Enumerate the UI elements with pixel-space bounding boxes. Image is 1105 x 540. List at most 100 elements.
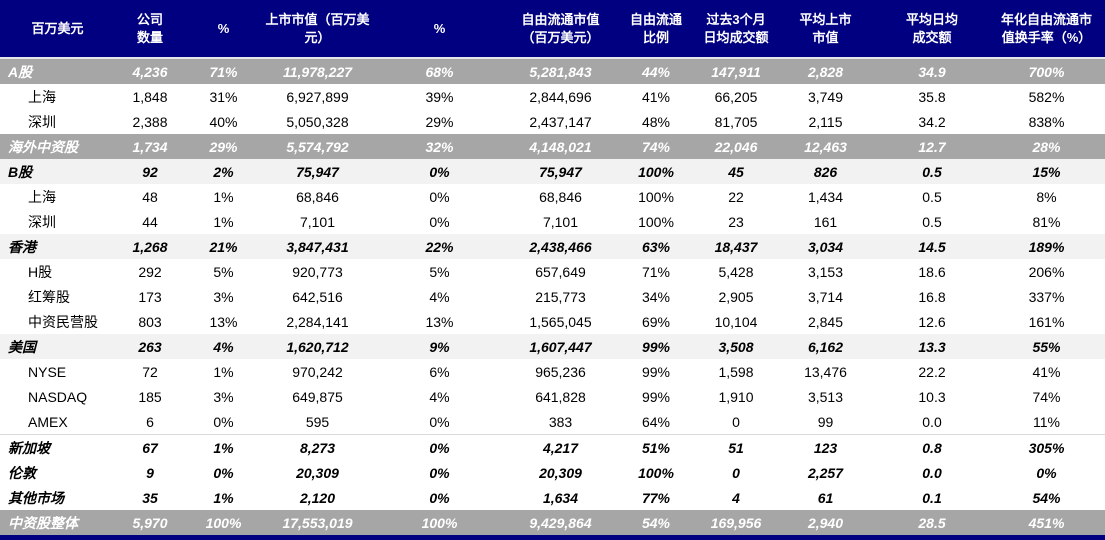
table-cell: 920,773 xyxy=(262,259,373,284)
table-cell: 68% xyxy=(373,58,506,84)
table-cell: 32% xyxy=(373,134,506,159)
table-cell: 74% xyxy=(988,384,1105,409)
table-cell: 0% xyxy=(373,460,506,485)
table-row: 其他市场 35 1% 2,120 0% 1,634 77% 4 61 0.1 54% xyxy=(0,485,1105,510)
row-label: 海外中资股 xyxy=(0,134,115,159)
table-cell: 44% xyxy=(615,58,697,84)
table-cell: 4,148,021 xyxy=(506,134,615,159)
table-row: AMEX 6 0% 595 0% 383 64% 0 99 0.0 11% xyxy=(0,409,1105,435)
table-cell: 3% xyxy=(185,384,262,409)
table-cell: 7,101 xyxy=(262,209,373,234)
table-cell: 28.5 xyxy=(876,510,988,535)
row-label: AMEX xyxy=(0,409,115,435)
table-cell: 100% xyxy=(615,460,697,485)
table-cell: 0.5 xyxy=(876,159,988,184)
table-cell: 1,620,712 xyxy=(262,334,373,359)
table-cell: 1% xyxy=(185,434,262,460)
table-cell: 31% xyxy=(185,84,262,109)
table-cell: 5,428 xyxy=(697,259,775,284)
table-cell: 23 xyxy=(697,209,775,234)
row-label: A股 xyxy=(0,58,115,84)
table-cell: 5,574,792 xyxy=(262,134,373,159)
table-cell: 1,434 xyxy=(775,184,876,209)
table-cell: 100% xyxy=(373,510,506,535)
table-row: 上海 1,848 31% 6,927,899 39% 2,844,696 41% 66,205… xyxy=(0,84,1105,109)
table-cell: 173 xyxy=(115,284,185,309)
row-label: 香港 xyxy=(0,234,115,259)
table-cell: 45 xyxy=(697,159,775,184)
table-cell: 34% xyxy=(615,284,697,309)
row-label: 红筹股 xyxy=(0,284,115,309)
row-label: 伦敦 xyxy=(0,460,115,485)
table-cell: 3,153 xyxy=(775,259,876,284)
table-cell: 2,257 xyxy=(775,460,876,485)
table-cell: 9% xyxy=(373,334,506,359)
table-cell: 100% xyxy=(615,184,697,209)
table-cell: 81% xyxy=(988,209,1105,234)
table-cell: 3,847,431 xyxy=(262,234,373,259)
table-row: 深圳 44 1% 7,101 0% 7,101 100% 23 161 0.5 81% xyxy=(0,209,1105,234)
table-cell: 51% xyxy=(615,434,697,460)
bottom-accent-bar xyxy=(0,535,1105,540)
table-row: H股 292 5% 920,773 5% 657,649 71% 5,428 3,153 18.6… xyxy=(0,259,1105,284)
table-cell: 18.6 xyxy=(876,259,988,284)
table-cell: 1,268 xyxy=(115,234,185,259)
table-cell: 41% xyxy=(615,84,697,109)
table-cell: 965,236 xyxy=(506,359,615,384)
table-cell: 9 xyxy=(115,460,185,485)
table-cell: 582% xyxy=(988,84,1105,109)
table-cell: 215,773 xyxy=(506,284,615,309)
table-cell: 595 xyxy=(262,409,373,435)
table-cell: 4,236 xyxy=(115,58,185,84)
table-cell: 72 xyxy=(115,359,185,384)
table-cell: 1% xyxy=(185,485,262,510)
table-cell: 5,970 xyxy=(115,510,185,535)
table-cell: 337% xyxy=(988,284,1105,309)
table-cell: 99 xyxy=(775,409,876,435)
table-cell: 55% xyxy=(988,334,1105,359)
table-cell: 0.1 xyxy=(876,485,988,510)
table-cell: 4 xyxy=(697,485,775,510)
table-row: 香港 1,268 21% 3,847,431 22% 2,438,466 63% 18,437… xyxy=(0,234,1105,259)
table-cell: 20,309 xyxy=(262,460,373,485)
table-cell: 5,050,328 xyxy=(262,109,373,134)
table-cell: 0% xyxy=(373,209,506,234)
table-cell: 17,553,019 xyxy=(262,510,373,535)
row-label: 深圳 xyxy=(0,209,115,234)
table-cell: 54% xyxy=(615,510,697,535)
table-cell: 123 xyxy=(775,434,876,460)
table-cell: 657,649 xyxy=(506,259,615,284)
table-cell: 2,905 xyxy=(697,284,775,309)
table-cell: 8,273 xyxy=(262,434,373,460)
table-row: 伦敦 9 0% 20,309 0% 20,309 100% 0 2,257 0.0 0% xyxy=(0,460,1105,485)
row-label: 其他市场 xyxy=(0,485,115,510)
table-cell: 4,217 xyxy=(506,434,615,460)
table-cell: 15% xyxy=(988,159,1105,184)
table-cell: 6,927,899 xyxy=(262,84,373,109)
table-cell: 81,705 xyxy=(697,109,775,134)
table-cell: 13% xyxy=(185,309,262,334)
table-cell: 99% xyxy=(615,359,697,384)
table-cell: 2,844,696 xyxy=(506,84,615,109)
table-row: NASDAQ 185 3% 649,875 4% 641,828 99% 1,910 3,513… xyxy=(0,384,1105,409)
table-cell: 22.2 xyxy=(876,359,988,384)
row-label: 上海 xyxy=(0,184,115,209)
table-cell: 100% xyxy=(185,510,262,535)
table-cell: 2,828 xyxy=(775,58,876,84)
table-cell: 9,429,864 xyxy=(506,510,615,535)
column-header-company-count: 公司 数量 xyxy=(115,0,185,59)
table-cell: 2,284,141 xyxy=(262,309,373,334)
table-cell: 29% xyxy=(185,134,262,159)
table-cell: 0% xyxy=(988,460,1105,485)
table-cell: 34.9 xyxy=(876,58,988,84)
table-cell: 100% xyxy=(615,159,697,184)
table-cell: 41% xyxy=(988,359,1105,384)
table-cell: 48 xyxy=(115,184,185,209)
row-label: 新加坡 xyxy=(0,434,115,460)
table-cell: 28% xyxy=(988,134,1105,159)
table-cell: 826 xyxy=(775,159,876,184)
table-cell: 22% xyxy=(373,234,506,259)
table-cell: 68,846 xyxy=(506,184,615,209)
table-cell: 6 xyxy=(115,409,185,435)
table-cell: 7,101 xyxy=(506,209,615,234)
